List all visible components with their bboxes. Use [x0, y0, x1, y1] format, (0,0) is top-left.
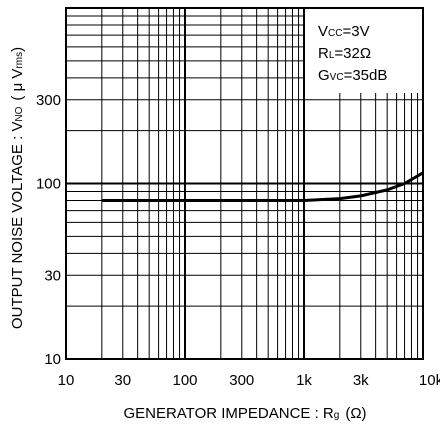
x-tick-label: 3k: [353, 372, 369, 389]
y-tick-label: 10: [44, 351, 61, 368]
x-axis-label: GENERATOR IMPEDANCE : Rg (Ω): [123, 405, 366, 422]
y-tick-label: 100: [36, 176, 61, 193]
condition-vcc-sub: CC: [328, 28, 342, 39]
y-axis-label-close: ): [9, 47, 26, 52]
x-tick-label: 1k: [296, 372, 312, 389]
condition-vcc-rest: =3V: [342, 23, 369, 40]
y-tick-label: 30: [44, 267, 61, 284]
y-axis-label-main: OUTPUT NOISE VOLTAGE : V: [9, 122, 26, 330]
condition-gvc: GVC=35dB: [318, 67, 387, 84]
y-tick-labels: 10 30 100 300: [36, 92, 61, 368]
x-axis-label-main: GENERATOR IMPEDANCE : R: [123, 405, 333, 422]
x-tick-labels: 10 30 100 300 1k 3k 10k: [58, 372, 440, 389]
condition-rl-sub: L: [329, 50, 335, 61]
condition-gvc-sub: VC: [330, 72, 344, 83]
y-axis-label-unit-sub: rms: [14, 52, 25, 69]
series-line-1: [101, 171, 424, 202]
condition-gvc-rest: =35dB: [344, 67, 388, 84]
conditions-background: [305, 8, 423, 93]
condition-rl-rest: =32Ω: [334, 45, 371, 62]
y-axis-label-sub: NO: [14, 106, 25, 121]
x-tick-label: 10k: [419, 372, 440, 389]
y-axis-label-unit: ( μ V: [9, 69, 26, 101]
x-tick-label: 300: [229, 372, 254, 389]
condition-gvc-main: G: [318, 67, 330, 84]
condition-vcc-main: V: [318, 23, 328, 40]
plot-frame: [65, 7, 424, 360]
x-axis-label-unit: (Ω): [345, 405, 366, 422]
x-tick-label: 10: [58, 372, 75, 389]
x-tick-label: 30: [114, 372, 131, 389]
condition-rl: RL=32Ω: [318, 45, 371, 62]
x-axis-label-sub: g: [334, 410, 340, 421]
series-layer: [101, 171, 424, 202]
condition-vcc: VCC=3V: [318, 23, 370, 40]
x-tick-label: 100: [172, 372, 197, 389]
conditions-box: VCC=3V RL=32Ω GVC=35dB: [305, 8, 423, 93]
y-axis-label: OUTPUT NOISE VOLTAGE : VNO ( μ Vrms): [9, 47, 26, 329]
condition-rl-main: R: [318, 45, 329, 62]
grid: [66, 8, 423, 359]
y-tick-label: 300: [36, 92, 61, 109]
